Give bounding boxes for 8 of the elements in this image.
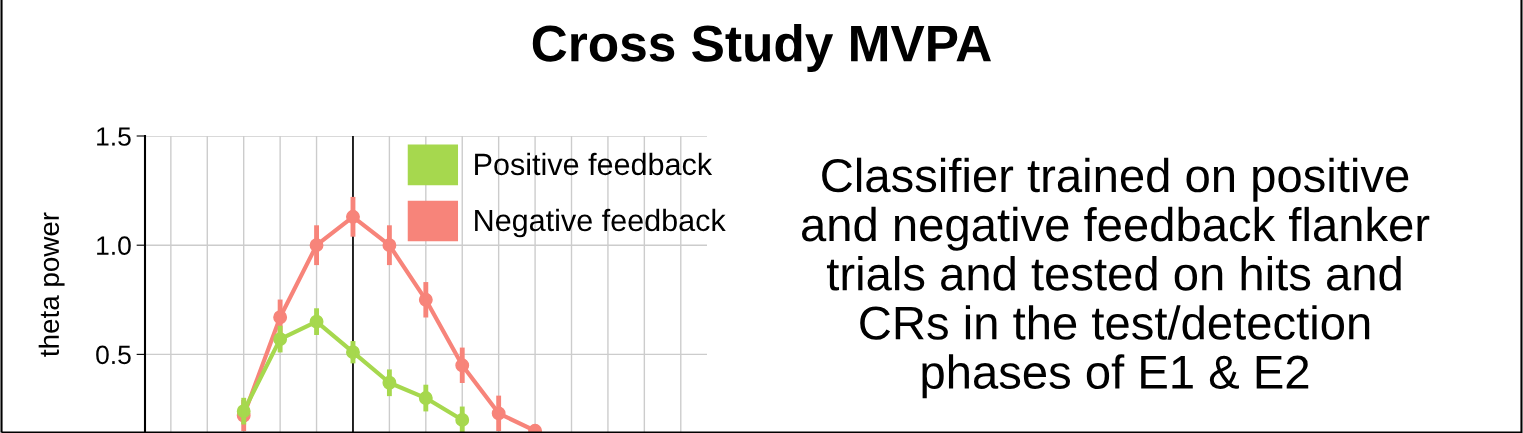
text: Classifier trained on positive and negative feedback flanker trials and tested on hits and CRs in the test/detection phases of E1 & E2: [801, 157, 1430, 399]
y-tick-label: 1.5: [97, 127, 131, 146]
y-tick-label: 0.5: [96, 345, 131, 365]
chart-title: Cross Study MVPA: [532, 24, 991, 72]
legend-label: Positive feedback: [475, 152, 713, 176]
y-tick-label: 1.0: [97, 236, 131, 256]
legend-label: Negative feedback: [475, 208, 726, 238]
y-axis-title: theta power: [38, 212, 65, 357]
